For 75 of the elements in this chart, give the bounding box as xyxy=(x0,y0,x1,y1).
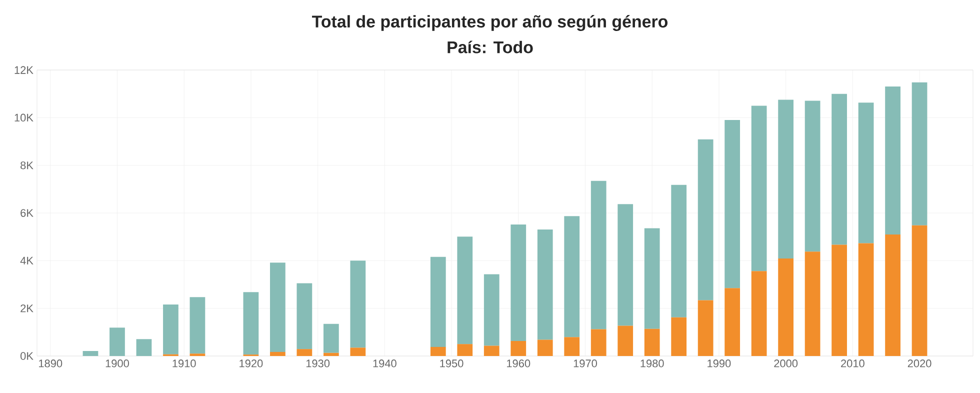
bar xyxy=(698,139,714,300)
y-tick-label: 2K xyxy=(20,304,34,312)
bar xyxy=(484,274,500,346)
bar xyxy=(484,346,500,356)
bar xyxy=(618,204,634,326)
bar xyxy=(885,234,900,356)
bar xyxy=(751,106,767,272)
bar xyxy=(778,258,794,356)
bar xyxy=(296,349,312,356)
bar xyxy=(858,102,874,244)
y-tick-label: 0K xyxy=(20,352,34,360)
bar xyxy=(590,329,606,356)
bar xyxy=(537,229,553,340)
x-tick-label: 1970 xyxy=(574,360,597,368)
y-tick-label: 8K xyxy=(20,161,34,170)
bar xyxy=(163,304,178,354)
bar xyxy=(618,326,634,356)
bar xyxy=(350,348,366,356)
bar xyxy=(671,317,687,356)
bar xyxy=(430,256,446,347)
bar xyxy=(350,260,366,348)
y-tick-label: 6K xyxy=(20,209,34,217)
x-tick-label: 1960 xyxy=(507,360,530,368)
x-tick-label: 2020 xyxy=(908,360,932,368)
bar xyxy=(510,224,526,341)
bar xyxy=(243,292,259,355)
bar xyxy=(778,100,794,259)
x-tick-label: 1950 xyxy=(440,360,464,368)
bar xyxy=(912,225,928,356)
y-tick-label: 10K xyxy=(14,114,34,122)
bar xyxy=(885,86,900,234)
bar xyxy=(564,337,580,356)
bar xyxy=(296,283,312,350)
x-tick-label: 1990 xyxy=(708,360,731,368)
bar xyxy=(590,180,606,330)
x-tick-label: 1940 xyxy=(373,360,396,368)
bar xyxy=(912,82,928,226)
bar xyxy=(724,120,740,288)
y-tick-label: 4K xyxy=(20,256,34,264)
bar xyxy=(724,288,740,356)
bar xyxy=(644,228,660,329)
bar xyxy=(564,216,580,338)
bar xyxy=(510,340,526,356)
bar xyxy=(323,324,339,353)
x-tick-label: 1890 xyxy=(39,360,62,368)
chart-subtitle: País: Todo xyxy=(448,40,533,54)
bar xyxy=(457,344,473,356)
x-tick-label: 2010 xyxy=(841,360,864,368)
bar xyxy=(270,352,286,356)
x-tick-label: 1910 xyxy=(172,360,196,368)
bar xyxy=(804,252,820,356)
x-tick-label: 1980 xyxy=(640,360,664,368)
bar xyxy=(644,328,660,356)
bar xyxy=(136,339,152,356)
bar xyxy=(457,236,473,344)
x-tick-label: 1900 xyxy=(106,360,129,368)
bar xyxy=(323,352,339,356)
y-tick-label: 12K xyxy=(14,66,34,74)
bar xyxy=(832,94,847,245)
bar xyxy=(110,328,125,356)
bar xyxy=(82,350,98,356)
bar xyxy=(190,297,206,354)
bar xyxy=(858,243,874,356)
x-tick-label: 1930 xyxy=(306,360,330,368)
chart-title: Total de participantes por año según género xyxy=(312,14,668,32)
x-tick-label: 2000 xyxy=(774,360,798,368)
bar xyxy=(537,340,553,356)
x-tick-label: 1920 xyxy=(240,360,263,368)
bar xyxy=(832,244,847,356)
bar xyxy=(671,184,687,318)
bar xyxy=(698,300,714,356)
bar xyxy=(804,100,820,252)
bar xyxy=(751,271,767,356)
bar xyxy=(270,262,286,352)
bar xyxy=(430,346,446,356)
